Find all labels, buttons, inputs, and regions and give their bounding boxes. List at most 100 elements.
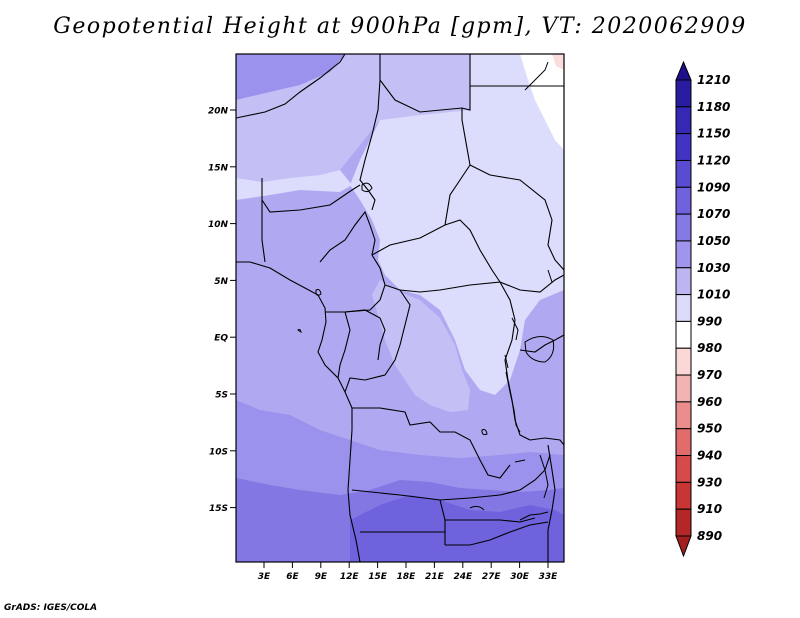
fill-1030-north: [236, 54, 470, 182]
border-botswana: [445, 521, 549, 546]
colorbar-label: 990: [697, 314, 722, 328]
grads-credit: GrADS: IGES/COLA: [4, 603, 98, 613]
lake-turkana: [547, 269, 553, 283]
coastline-west-africa: [236, 261, 361, 562]
colorbar-label: 930: [697, 475, 722, 489]
fill-1010-west: [236, 170, 352, 200]
colorbar-label: 890: [697, 529, 722, 543]
colorbar-label: 1210: [697, 73, 730, 87]
border-tanzania: [529, 437, 564, 446]
border-drc-angola: [352, 407, 511, 479]
fill-1120-core: [350, 495, 564, 562]
lake-mweru: [481, 429, 488, 436]
colorbar-label: 970: [697, 368, 722, 382]
lon-label: 30E: [510, 572, 530, 582]
fill-1070-band: [236, 54, 345, 100]
lat-label: 15N: [208, 163, 229, 173]
colorbar-segment: [675, 213, 692, 242]
lon-label: 33E: [539, 572, 559, 582]
border-southsudan: [499, 274, 564, 293]
colorbar-segment: [675, 374, 692, 403]
border-kenya-uganda: [519, 334, 564, 353]
lon-label: 27E: [482, 572, 502, 582]
island-sao-tome: [297, 328, 302, 334]
border-gabon-congo: [325, 311, 351, 379]
lon-label: 6E: [286, 572, 299, 582]
fill-990-east: [520, 54, 564, 150]
map-title: Geopotential Height at 900hPa [gpm], VT:…: [53, 14, 747, 39]
border-car: [371, 219, 501, 293]
longitude-axis: 3E 6E 9E 12E 15E 18E 21E 24E 27E 30E 33E: [258, 562, 558, 582]
colorbar-segment: [675, 106, 692, 135]
lake-victoria: [524, 336, 555, 363]
colorbar-top-arrow: [675, 60, 692, 81]
colorbar-segment: [675, 267, 692, 296]
colorbar-segment: [675, 347, 692, 376]
map-frame: [235, 53, 565, 563]
geopotential-height-fill: [236, 54, 564, 562]
lon-label: 9E: [315, 572, 328, 582]
colorbar-segment: [675, 79, 692, 108]
border-namibia-botswana: [445, 517, 536, 523]
lake-kariba: [514, 459, 526, 463]
lat-label: EQ: [214, 334, 228, 344]
lon-label: 15E: [368, 572, 388, 582]
colorbar-segment: [675, 455, 692, 483]
okavango: [469, 505, 485, 511]
lake-kivu: [504, 354, 509, 369]
colorbar-segment: [675, 159, 692, 188]
colorbar-segment: [675, 481, 692, 510]
lake-albert: [511, 317, 519, 341]
lat-label: 20N: [208, 107, 229, 117]
border-cameroon: [319, 210, 386, 313]
colorbar-segment: [675, 240, 692, 269]
lon-label: 18E: [397, 572, 417, 582]
colorbar-label: 1070: [697, 207, 730, 221]
fill-1010-northeast: [350, 54, 564, 395]
lake-chad: [361, 182, 373, 193]
nile-delta-coast: [524, 61, 549, 91]
border-sudan-southsudan: [444, 108, 471, 226]
colorbar: 1210 1180 1150 1120 1090 1070 1050 1030 1010 990 9…: [675, 60, 730, 558]
border-chad-west: [359, 79, 381, 211]
lat-label: 5S: [215, 391, 228, 401]
zambezi-river: [519, 511, 549, 521]
lon-label: 24E: [453, 572, 473, 582]
lon-label: 21E: [425, 572, 445, 582]
border-benin: [261, 200, 266, 263]
colorbar-bottom-arrow: [675, 535, 692, 558]
border-niger-chad: [236, 54, 346, 119]
colorbar-segment: [675, 428, 692, 457]
lat-label: 10N: [208, 220, 229, 230]
fill-980-corner: [552, 54, 564, 70]
colorbar-segment: [675, 294, 692, 322]
colorbar-label: 1180: [697, 100, 730, 114]
colorbar-segment: [675, 401, 692, 430]
island-bioko: [315, 289, 322, 296]
colorbar-label: 1150: [697, 127, 730, 141]
colorbar-label: 1120: [697, 153, 730, 167]
colorbar-label: 1030: [697, 261, 730, 275]
border-congo-drc: [344, 309, 386, 361]
colorbar-label: 1010: [697, 288, 730, 302]
lakes-and-coastline-details: [297, 61, 555, 521]
lat-label: 5N: [214, 277, 228, 287]
colorbar-label: 960: [697, 395, 722, 409]
lat-label: 10S: [209, 447, 228, 457]
lat-label: 15S: [209, 504, 228, 514]
colorbar-label: 910: [697, 502, 722, 516]
lon-label: 12E: [340, 572, 360, 582]
colorbar-label: 940: [697, 449, 722, 463]
fill-1030-central: [372, 280, 470, 412]
colorbar-segment: [675, 186, 692, 215]
colorbar-label: 1090: [697, 180, 730, 194]
colorbar-label: 980: [697, 341, 722, 355]
border-mozambique: [547, 444, 556, 562]
colorbar-label: 1050: [697, 234, 730, 248]
colorbar-segment: [675, 508, 692, 537]
colorbar-segment: [675, 133, 692, 161]
lake-tanganyika: [505, 371, 521, 433]
colorbar-segment: [675, 320, 692, 349]
border-drc-north: [344, 289, 411, 393]
